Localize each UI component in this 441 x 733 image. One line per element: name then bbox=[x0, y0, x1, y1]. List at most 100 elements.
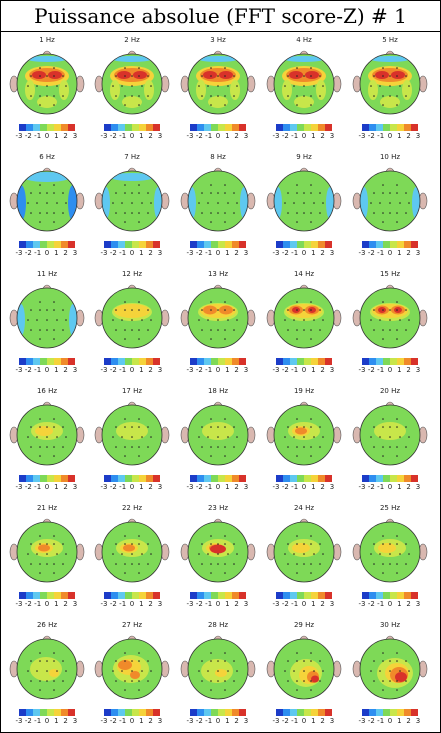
colorbar-ticks: -3 -2 -1 0 1 2 3 bbox=[186, 366, 250, 376]
electrode-dot bbox=[236, 85, 238, 87]
colorbar-segment bbox=[204, 592, 212, 599]
electrode-dot bbox=[124, 95, 126, 97]
electrode-dot bbox=[370, 436, 372, 438]
colorbar-tick-label: -3 bbox=[186, 483, 194, 491]
colorbar-segment bbox=[190, 709, 198, 716]
electrode-dot bbox=[310, 104, 312, 106]
electrode-dot bbox=[147, 212, 149, 214]
electrode-dot bbox=[296, 104, 298, 106]
topomap-panel: 19 Hz -3 -2 -1 0 1 2 3 bbox=[262, 383, 346, 500]
electrode-dot bbox=[46, 85, 48, 87]
colorbar-tick-label: -1 bbox=[377, 132, 385, 140]
electrode-dot bbox=[210, 75, 212, 77]
activity-region bbox=[59, 80, 69, 100]
frequency-label: 17 Hz bbox=[121, 387, 143, 395]
electrode-dot bbox=[36, 85, 38, 87]
electrode-dot bbox=[382, 67, 384, 69]
colorbar-segment bbox=[33, 592, 41, 599]
electrode-dot bbox=[224, 680, 226, 682]
electrode-dot bbox=[36, 670, 38, 672]
electrode-dot bbox=[233, 563, 235, 565]
colorbar-segment bbox=[68, 709, 75, 716]
colorbar-segment bbox=[211, 709, 219, 716]
colorbar-segment bbox=[297, 475, 305, 482]
electrode-dot bbox=[217, 212, 219, 214]
colorbar-segment bbox=[40, 592, 48, 599]
colorbar-segment bbox=[397, 358, 405, 365]
frequency-label: 8 Hz bbox=[210, 153, 226, 161]
colorbar-segment bbox=[104, 241, 112, 248]
electrode-dot bbox=[124, 660, 126, 662]
electrode-dot bbox=[141, 202, 143, 204]
colorbar-tick-label: -2 bbox=[367, 366, 375, 374]
electrode-dot bbox=[201, 660, 203, 662]
colorbar bbox=[276, 475, 332, 482]
electrode-dot bbox=[303, 436, 305, 438]
colorbar-segment bbox=[68, 358, 75, 365]
electrode-dot bbox=[224, 329, 226, 331]
colorbar-segment bbox=[132, 592, 140, 599]
activity-region bbox=[289, 71, 303, 79]
electrode-dot bbox=[287, 309, 289, 311]
electrode-dot bbox=[124, 212, 126, 214]
colorbar-tick-label: 1 bbox=[311, 717, 316, 725]
electrode-dot bbox=[201, 680, 203, 682]
colorbar bbox=[362, 241, 418, 248]
colorbar-tick-label: 2 bbox=[63, 132, 68, 140]
colorbar-tick-label: -2 bbox=[367, 717, 375, 725]
colorbar-tick-label: -3 bbox=[100, 132, 108, 140]
colorbar-segment bbox=[33, 475, 41, 482]
electrode-dot bbox=[147, 426, 149, 428]
colorbar-tick-label: 2 bbox=[234, 249, 239, 257]
colorbar-ticks: -3 -2 -1 0 1 2 3 bbox=[358, 483, 422, 493]
electrode-dot bbox=[46, 329, 48, 331]
colorbar-tick-label: 3 bbox=[329, 249, 335, 257]
colorbar-tick-label: -1 bbox=[34, 366, 42, 374]
colorbar-tick-label: -1 bbox=[119, 717, 127, 725]
electrode-dot bbox=[131, 192, 133, 194]
colorbar bbox=[276, 358, 332, 365]
electrode-dot bbox=[303, 446, 305, 448]
electrode-dot bbox=[27, 553, 29, 555]
electrode-dot bbox=[408, 436, 410, 438]
colorbar-segment bbox=[218, 358, 226, 365]
electrode-dot bbox=[313, 553, 315, 555]
electrode-dot bbox=[373, 329, 375, 331]
electrode-dot bbox=[53, 446, 55, 448]
colorbar-ticks: -3 -2 -1 0 1 2 3 bbox=[100, 249, 164, 259]
colorbar-segment bbox=[33, 358, 41, 365]
scalp-topomap bbox=[94, 635, 170, 700]
electrode-dot bbox=[30, 75, 32, 77]
electrode-dot bbox=[389, 329, 391, 331]
colorbar-segment bbox=[390, 358, 398, 365]
electrode-dot bbox=[39, 338, 41, 340]
electrode-dot bbox=[201, 192, 203, 194]
electrode-dot bbox=[382, 572, 384, 574]
electrode-dot bbox=[39, 301, 41, 303]
electrode-dot bbox=[373, 563, 375, 565]
colorbar-tick-label: 2 bbox=[148, 600, 153, 608]
electrode-dot bbox=[224, 95, 226, 97]
colorbar-tick-label: 3 bbox=[329, 717, 335, 725]
colorbar-segment bbox=[153, 358, 160, 365]
activity-region bbox=[37, 96, 57, 108]
electrode-dot bbox=[210, 563, 212, 565]
electrode-dot bbox=[389, 202, 391, 204]
electrode-dot bbox=[233, 543, 235, 545]
colorbar-ticks: -3 -2 -1 0 1 2 3 bbox=[15, 249, 79, 259]
electrode-dot bbox=[296, 572, 298, 574]
electrode-dot bbox=[284, 85, 286, 87]
electrode-dot bbox=[112, 319, 114, 321]
colorbar-tick-label: -2 bbox=[109, 717, 117, 725]
activity-region bbox=[116, 422, 148, 440]
electrode-dot bbox=[322, 319, 324, 321]
electrode-dot bbox=[138, 329, 140, 331]
colorbar-tick-label: -3 bbox=[100, 249, 108, 257]
colorbar-tick-label: -2 bbox=[109, 366, 117, 374]
electrode-dot bbox=[382, 329, 384, 331]
electrode-dot bbox=[207, 553, 209, 555]
colorbar-ticks: -3 -2 -1 0 1 2 3 bbox=[358, 366, 422, 376]
colorbar-tick-label: 0 bbox=[215, 249, 221, 257]
colorbar-segment bbox=[239, 358, 246, 365]
colorbar-segment bbox=[132, 358, 140, 365]
